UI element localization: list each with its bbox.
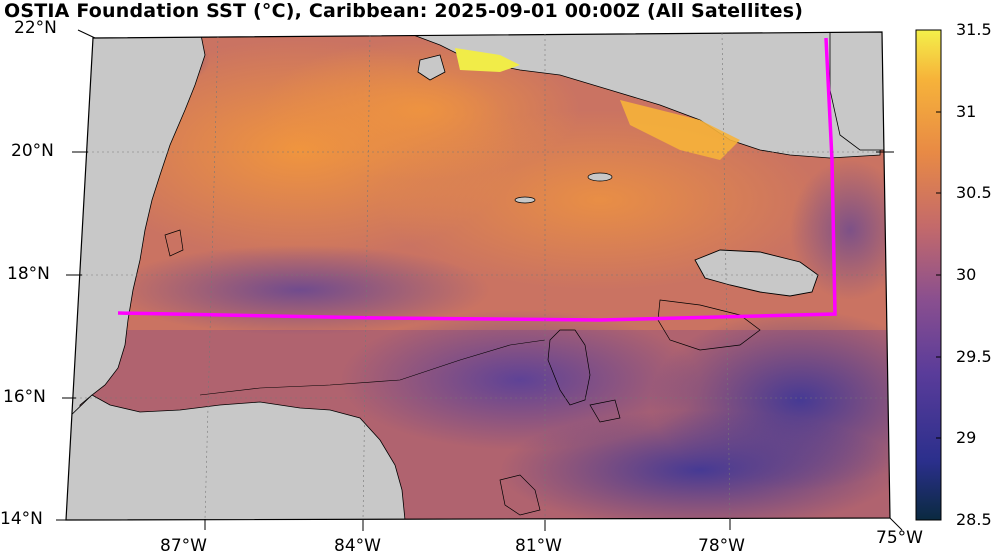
map-title: OSTIA Foundation SST (°C), Caribbean: 20…	[4, 0, 804, 22]
land-jamaica	[694, 249, 819, 297]
colorbar-label-31: 31	[956, 102, 977, 121]
lon-label-87w: 87°W	[160, 536, 207, 556]
lon-label-81w: 81°W	[515, 536, 562, 556]
colorbar-label-29: 29	[956, 428, 977, 447]
lat-label-16n: 16°N	[3, 387, 46, 407]
lon-label-75w: 75°W	[876, 528, 923, 548]
graticule	[70, 32, 888, 521]
lat-label-18n: 18°N	[7, 264, 50, 284]
sst-field	[66, 32, 890, 520]
lat-label-20n: 20°N	[11, 141, 54, 161]
axis-ticks	[56, 29, 903, 531]
land-cuba-warm	[455, 48, 520, 72]
colorbar-label-31-5: 31.5	[956, 20, 992, 39]
colorbar-label-30: 30	[956, 265, 977, 284]
lat-label-22n: 22°N	[14, 18, 57, 38]
colorbar-label-28-5: 28.5	[956, 510, 992, 529]
lon-label-78w: 78°W	[698, 536, 745, 556]
colorbar-ticks	[936, 29, 941, 521]
region-box-line	[117, 37, 837, 322]
lat-label-14n: 14°N	[0, 509, 43, 529]
land-honduras-nicaragua	[66, 394, 406, 520]
colorbar-label-30-5: 30.5	[956, 183, 992, 202]
lon-label-84w: 84°W	[334, 536, 381, 556]
colorbar-label-29-5: 29.5	[956, 347, 992, 366]
land-isla-juventud	[417, 54, 446, 81]
